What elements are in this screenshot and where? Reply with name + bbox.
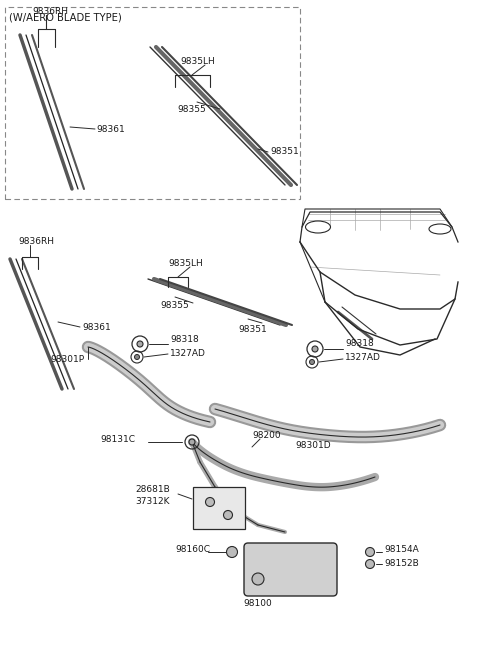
Text: 98160C: 98160C <box>175 545 210 555</box>
Circle shape <box>365 547 374 556</box>
Text: 98200: 98200 <box>252 430 281 440</box>
Circle shape <box>312 346 318 352</box>
Text: 98301D: 98301D <box>295 440 331 449</box>
Text: 98355: 98355 <box>177 106 206 114</box>
Circle shape <box>134 355 140 359</box>
Circle shape <box>137 341 143 347</box>
Text: 98154A: 98154A <box>384 545 419 553</box>
Text: 98131C: 98131C <box>100 436 135 445</box>
Circle shape <box>205 497 215 507</box>
Text: 37312K: 37312K <box>135 497 169 507</box>
FancyBboxPatch shape <box>193 487 245 529</box>
Text: 9836RH: 9836RH <box>18 237 54 246</box>
Text: 9835LH: 9835LH <box>180 57 215 66</box>
Text: (W/AERO BLADE TYPE): (W/AERO BLADE TYPE) <box>9 12 122 22</box>
FancyBboxPatch shape <box>244 543 337 596</box>
Text: 98318: 98318 <box>170 334 199 344</box>
Text: 1327AD: 1327AD <box>170 348 206 357</box>
Circle shape <box>189 439 195 445</box>
Text: 98351: 98351 <box>238 325 267 334</box>
Text: 98152B: 98152B <box>384 560 419 568</box>
Text: 9836RH: 9836RH <box>32 7 68 16</box>
Text: 98100: 98100 <box>244 599 272 608</box>
Text: 98351: 98351 <box>270 148 299 156</box>
Text: 98361: 98361 <box>82 323 111 332</box>
Text: 98355: 98355 <box>160 300 189 309</box>
Text: 98301P: 98301P <box>50 355 84 363</box>
Text: 98361: 98361 <box>96 124 125 133</box>
Circle shape <box>310 359 314 365</box>
Text: 98318: 98318 <box>345 340 374 348</box>
Text: 28681B: 28681B <box>135 484 170 493</box>
Circle shape <box>227 547 238 558</box>
Circle shape <box>224 510 232 520</box>
Text: 1327AD: 1327AD <box>345 353 381 363</box>
Circle shape <box>365 560 374 568</box>
Text: 9835LH: 9835LH <box>168 258 203 267</box>
Circle shape <box>252 573 264 585</box>
